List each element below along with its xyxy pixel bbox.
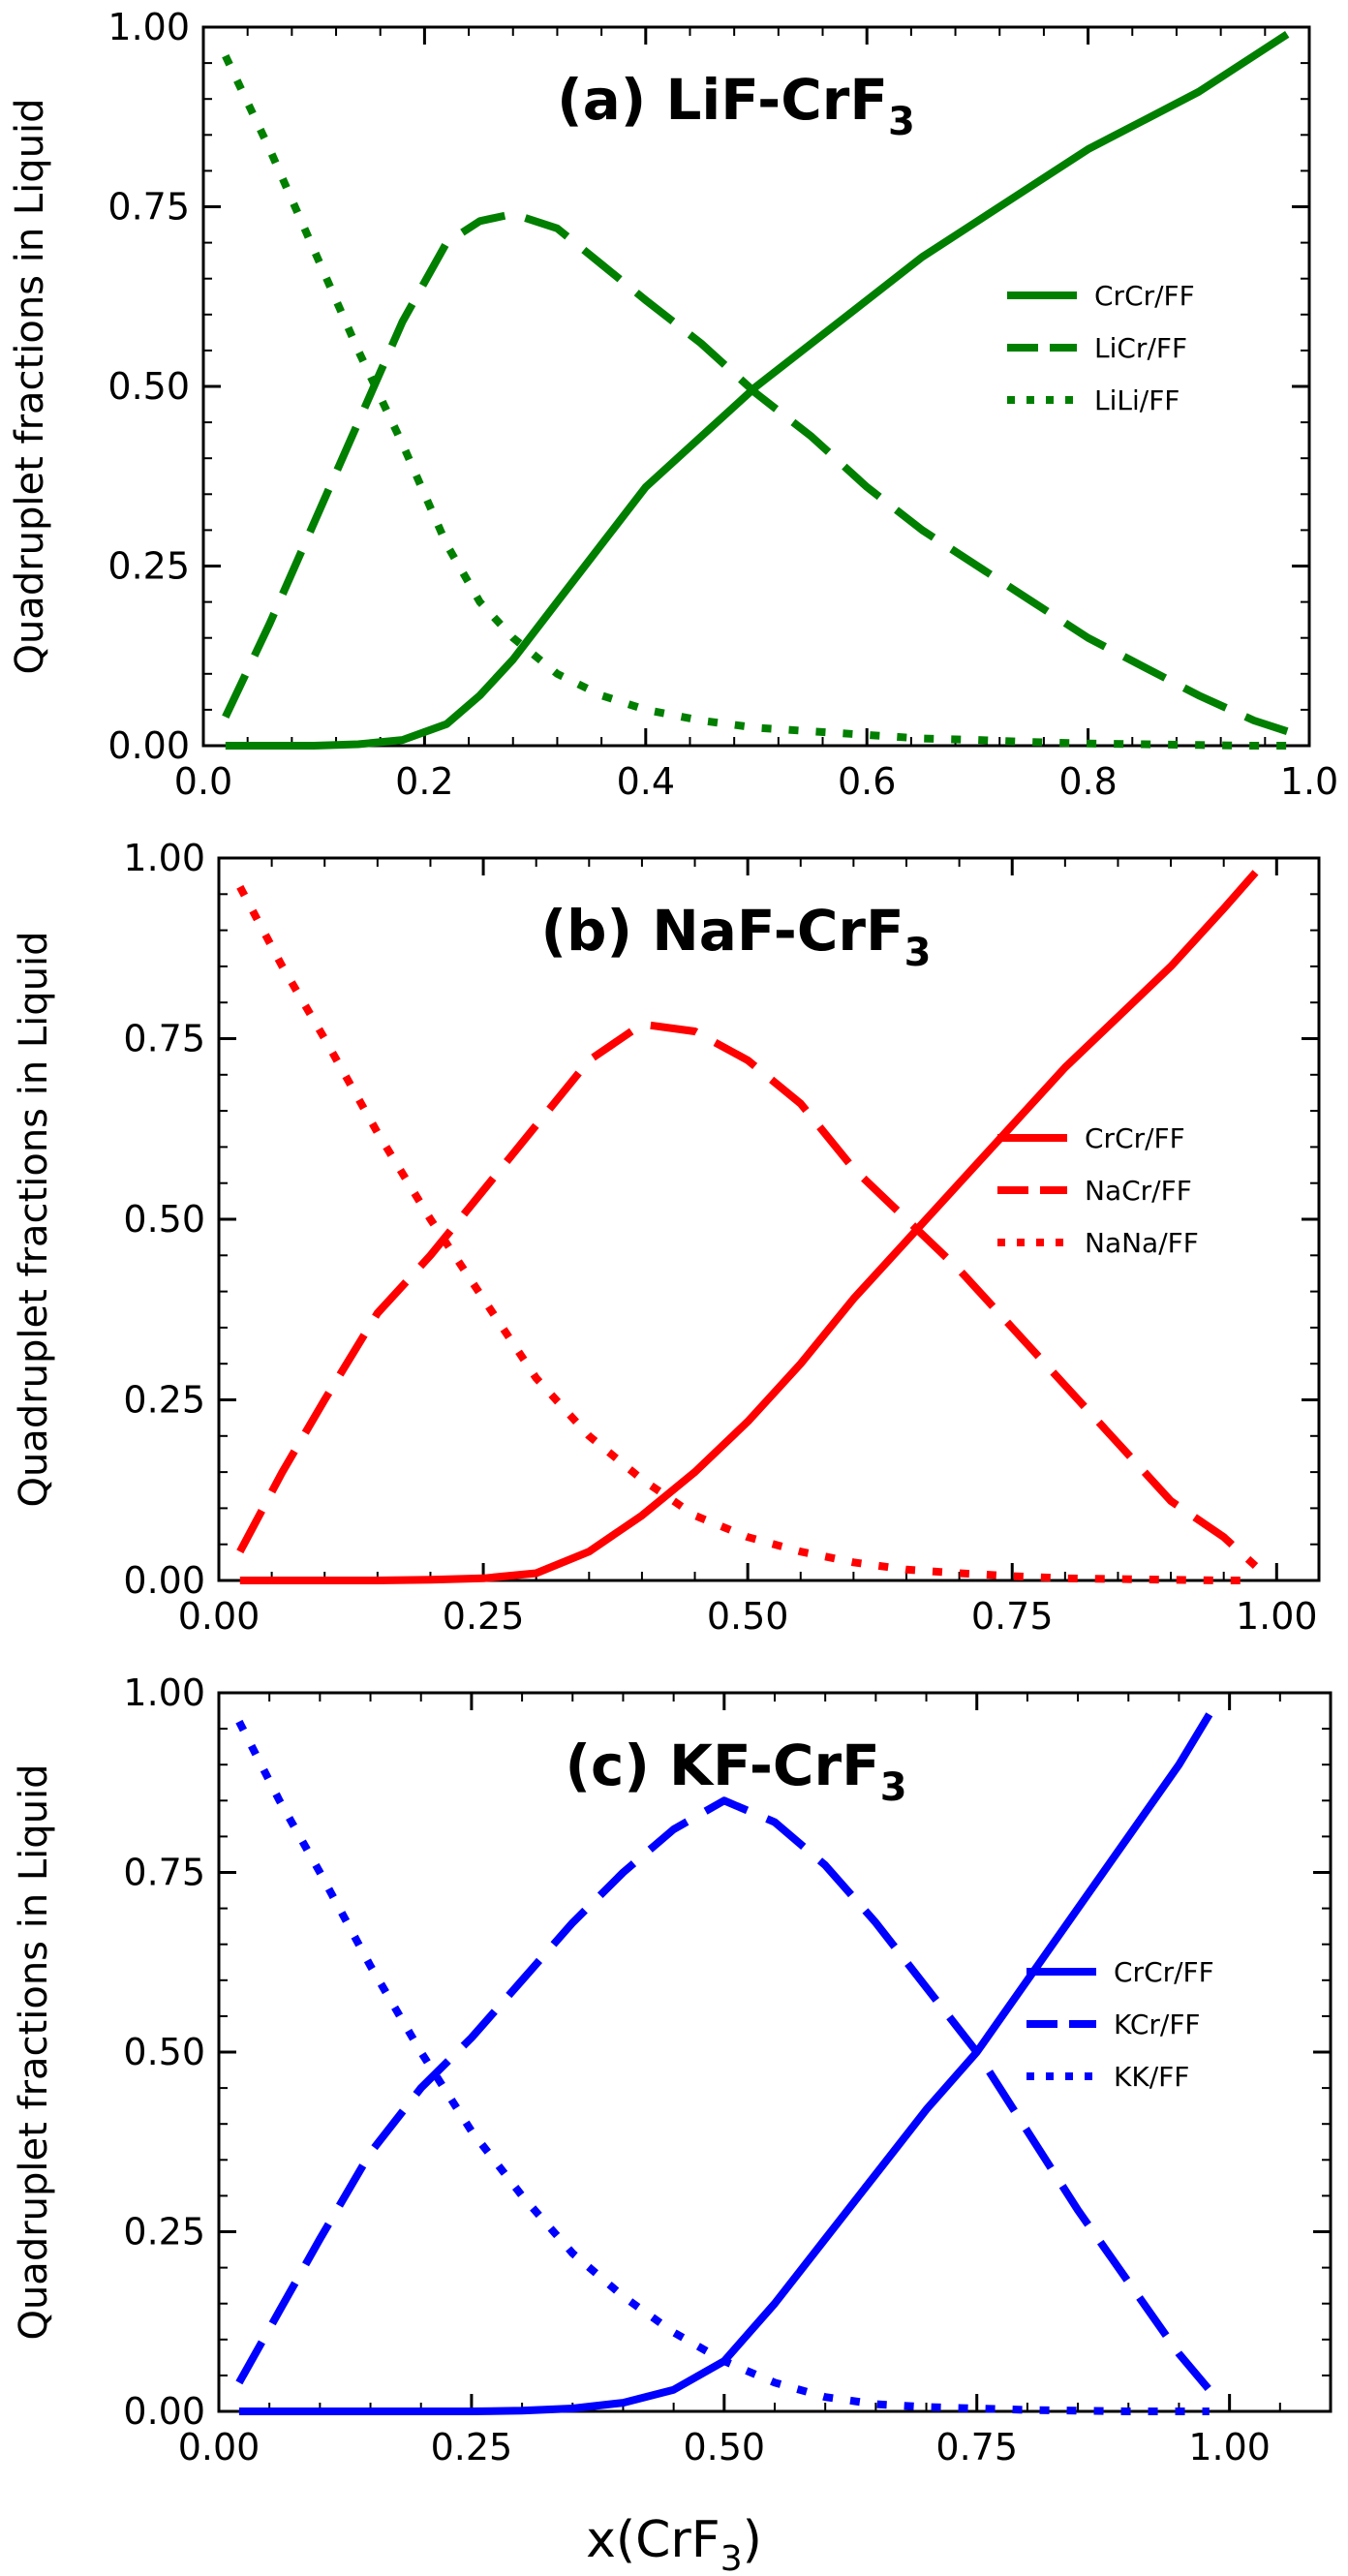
chart-title: (b) NaF-CrF3 [541, 898, 932, 975]
y-tick-label: 0.00 [123, 2390, 205, 2433]
legend-label: CrCr/FF [1085, 1122, 1185, 1154]
y-tick-label: 0.75 [107, 186, 190, 229]
y-tick-label: 0.50 [107, 365, 190, 408]
x-tick-label: 1.0 [1280, 760, 1338, 803]
y-axis-label: Quadruplet fractions in Liquid [12, 1763, 56, 2340]
x-tick-label: 0.75 [971, 1595, 1054, 1638]
legend-label: CrCr/FF [1114, 1956, 1214, 1988]
y-tick-label: 0.25 [123, 2211, 205, 2254]
series-line-CrCr/FF [225, 31, 1290, 750]
y-tick-label: 1.00 [123, 1671, 205, 1714]
y-tick-label: 0.75 [123, 1852, 205, 1894]
x-tick-label: 1.00 [1188, 2426, 1271, 2469]
y-tick-label: 0.00 [107, 724, 190, 767]
legend-label: LiCr/FF [1094, 332, 1187, 364]
plot-frame [217, 856, 1321, 1582]
x-tick-label: 0.50 [684, 2426, 766, 2469]
x-tick-label: 0.50 [707, 1595, 789, 1638]
x-tick-label: 0.75 [935, 2426, 1018, 2469]
y-tick-label: 0.25 [123, 1379, 205, 1422]
x-tick-label: 0.25 [431, 2426, 513, 2469]
x-tick-label: 1.00 [1236, 1595, 1318, 1638]
series-line-KK/FF [235, 1719, 1210, 2415]
chart-panel-1: 0.00 0.25 0.50 0.75 1.00 0.00 0.25 0.50 0.75 1.00… [12, 837, 1321, 1638]
legend-label: CrCr/FF [1094, 280, 1195, 312]
y-tick-label: 0.25 [107, 545, 190, 588]
y-tick-label: 0.75 [123, 1018, 205, 1060]
x-tick-label: 0.4 [617, 760, 675, 803]
x-tick-label: 0.00 [178, 2426, 260, 2469]
chart-panel-2: 0.00 0.25 0.50 0.75 1.00 0.00 0.25 0.50 0.75 1.00… [12, 1671, 1333, 2469]
series-line-KCr/FF [235, 1796, 1212, 2393]
x-tick-label: 0.0 [174, 760, 232, 803]
y-tick-label: 0.50 [123, 2031, 205, 2073]
y-tick-label: 1.00 [123, 837, 205, 879]
chart-panels: 0.00 0.25 0.50 0.75 1.00 0.0 0.2 0.4 0.6 0.8 1.0 Qu… [8, 6, 1338, 2469]
chart-title: (c) KF-CrF3 [565, 1733, 906, 1810]
legend: CrCr/FF KCr/FF KK/FF [1026, 1956, 1214, 2093]
series-line-LiCr/FF [222, 209, 1289, 736]
y-tick-label: 0.50 [123, 1198, 205, 1241]
x-tick-label: 0.2 [395, 760, 453, 803]
legend-label: KK/FF [1114, 2061, 1189, 2093]
x-tick-label: 0.8 [1058, 760, 1117, 803]
x-tick-label: 0.6 [838, 760, 896, 803]
x-axis-label: x(CrF3) [586, 2511, 762, 2576]
y-tick-label: 0.00 [123, 1559, 205, 1602]
legend: CrCr/FF LiCr/FF LiLi/FF [1007, 280, 1195, 416]
legend-label: LiLi/FF [1094, 384, 1180, 416]
x-tick-label: 0.00 [178, 1595, 260, 1638]
legend: CrCr/FF NaCr/FF NaNa/FF [997, 1122, 1199, 1259]
y-tick-label: 1.00 [107, 6, 190, 48]
series-line-NaCr/FF [236, 1020, 1259, 1570]
legend-label: NaNa/FF [1085, 1227, 1199, 1259]
x-tick-label: 0.25 [443, 1595, 525, 1638]
chart-title: (a) LiF-CrF3 [557, 67, 915, 144]
series-line-NaNa/FF [236, 884, 1256, 1584]
legend-label: KCr/FF [1114, 2009, 1201, 2040]
chart-panel-0: 0.00 0.25 0.50 0.75 1.00 0.0 0.2 0.4 0.6 0.8 1.0 Qu… [8, 6, 1338, 803]
y-axis-label: Quadruplet fractions in Liquid [12, 931, 56, 1507]
series-line-CrCr/FF [239, 870, 1259, 1584]
y-axis-label: Quadruplet fractions in Liquid [8, 98, 52, 674]
series-line-CrCr/FF [238, 1712, 1213, 2415]
legend-label: NaCr/FF [1085, 1175, 1192, 1207]
